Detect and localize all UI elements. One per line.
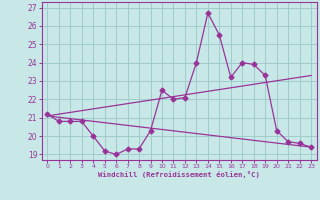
X-axis label: Windchill (Refroidissement éolien,°C): Windchill (Refroidissement éolien,°C)	[98, 171, 260, 178]
